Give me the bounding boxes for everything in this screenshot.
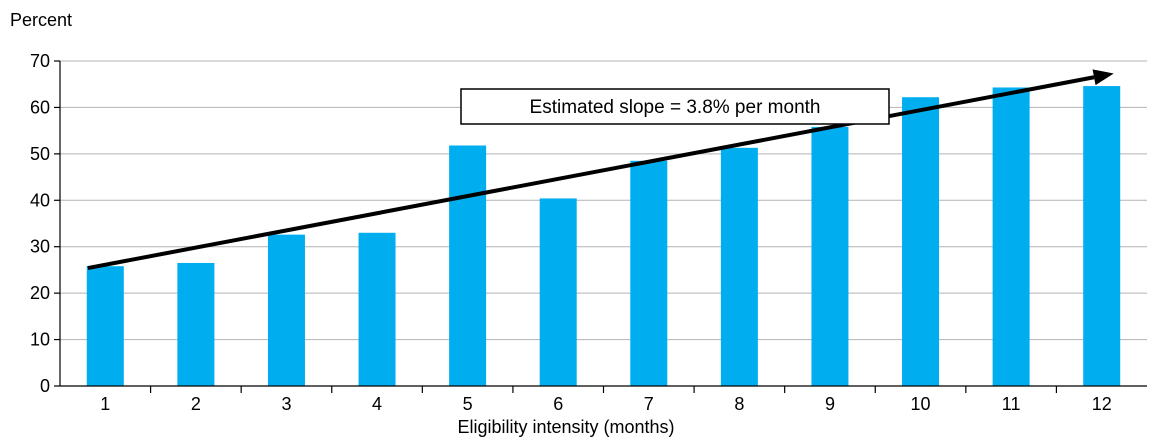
y-tick-label: 50 — [30, 144, 50, 164]
bars — [86, 86, 1121, 387]
bar — [720, 147, 758, 386]
x-tick-label: 12 — [1092, 394, 1112, 414]
y-tick-label: 20 — [30, 283, 50, 303]
bar — [86, 266, 124, 386]
x-tick-label: 11 — [1002, 394, 1021, 414]
trend-arrowhead — [1092, 69, 1114, 86]
x-tick-label: 1 — [100, 394, 110, 414]
trend-line — [87, 69, 1114, 271]
annotation-text: Estimated slope = 3.8% per month — [530, 97, 821, 118]
x-axis-title: Eligibility intensity (months) — [457, 417, 674, 437]
x-tick-label: 10 — [911, 394, 931, 414]
trend-line-segment — [87, 75, 1095, 271]
y-tick-label: 60 — [30, 97, 50, 117]
bar — [902, 97, 940, 386]
x-tick-label: 3 — [281, 394, 291, 414]
bar — [267, 234, 305, 386]
y-tick-label: 70 — [30, 51, 50, 71]
y-tick-labels: 0 10 20 30 40 50 60 70 — [30, 51, 50, 396]
y-tick-label: 30 — [30, 237, 50, 257]
x-tick-label: 7 — [644, 394, 654, 414]
bar — [1083, 86, 1121, 387]
y-tick-label: 40 — [30, 190, 50, 210]
y-tick-label: 0 — [40, 376, 50, 396]
x-tick-label: 2 — [191, 394, 201, 414]
bar — [358, 232, 396, 386]
x-tick-label: 5 — [463, 394, 473, 414]
bar — [177, 262, 215, 386]
x-tick-label: 8 — [734, 394, 744, 414]
annotation-box — [460, 88, 890, 125]
x-tick-label: 6 — [553, 394, 563, 414]
bar — [449, 145, 487, 386]
y-axis-title: Percent — [10, 10, 72, 30]
bar — [811, 126, 849, 386]
x-tick-label: 4 — [372, 394, 382, 414]
x-tick-labels: 1 2 3 4 5 6 7 8 9 10 11 12 — [100, 394, 1111, 414]
slope-annotation: Estimated slope = 3.8% per month — [460, 88, 890, 125]
bar — [539, 198, 577, 386]
x-tick-label: 9 — [825, 394, 835, 414]
axes — [54, 60, 1147, 393]
y-tick-label: 10 — [30, 330, 50, 350]
bar — [630, 160, 668, 386]
bar — [992, 87, 1030, 386]
